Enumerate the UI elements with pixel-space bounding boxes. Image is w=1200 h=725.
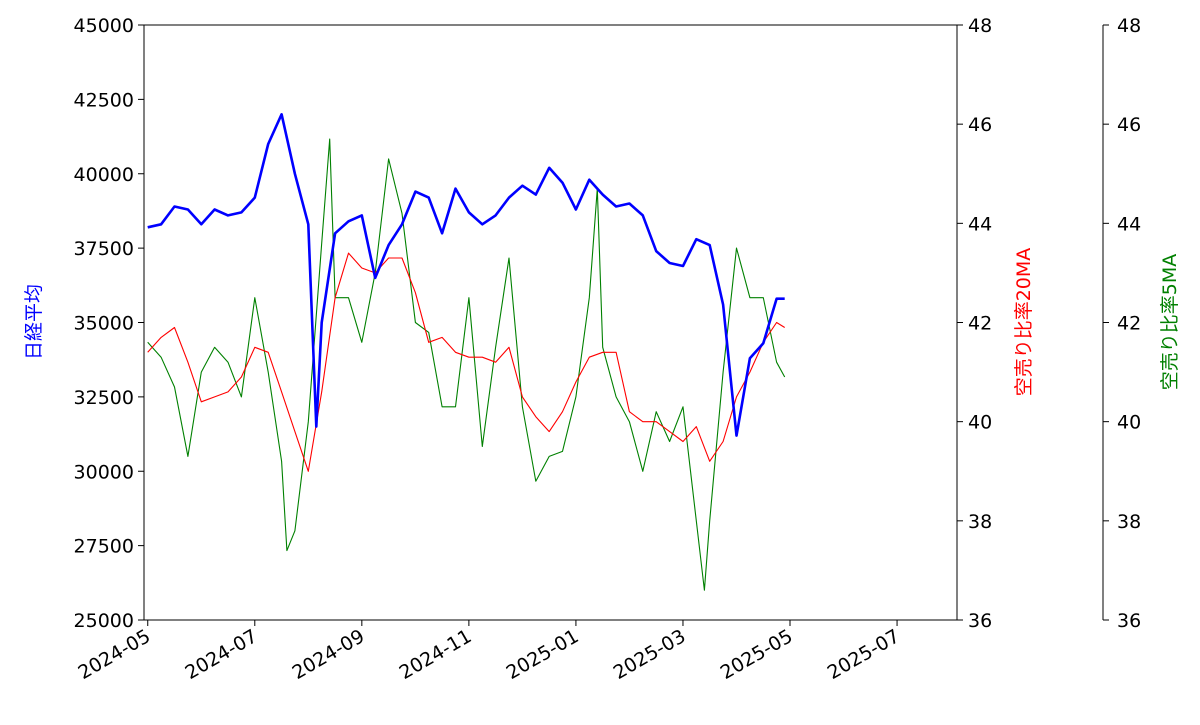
- x-tick-label: 2025-05: [717, 625, 797, 684]
- y-tick-label: 40000: [74, 164, 134, 186]
- y2-tick-label: 46: [968, 114, 992, 136]
- y2-tick-label: 36: [968, 610, 992, 632]
- y2-tick-label: 48: [968, 15, 992, 37]
- y-tick-label: 42500: [74, 89, 134, 111]
- x-tick-label: 2025-01: [503, 625, 583, 684]
- x-tick-label: 2024-05: [74, 625, 154, 684]
- series-line: [147, 138, 786, 591]
- y2-tick-label: 42: [968, 313, 992, 335]
- series-line: [147, 113, 785, 437]
- y3-tick-label: 44: [1117, 213, 1141, 235]
- y2-tick-label: 40: [968, 412, 992, 434]
- y3-axis-label: 空売り比率5MA: [1159, 254, 1181, 390]
- y-tick-label: 45000: [74, 15, 134, 37]
- y2-axis-label: 空売り比率20MA: [1013, 248, 1035, 397]
- y-tick-label: 32500: [74, 387, 134, 409]
- x-tick-label: 2025-03: [610, 625, 690, 684]
- y2-tick-label: 44: [968, 213, 992, 235]
- y-tick-label: 35000: [74, 313, 134, 335]
- x-tick-label: 2025-07: [824, 625, 904, 684]
- y3-tick-label: 48: [1117, 15, 1141, 37]
- x-tick-label: 2024-09: [289, 625, 369, 684]
- y2-tick-label: 38: [968, 511, 992, 533]
- y-tick-label: 30000: [74, 461, 134, 483]
- y3-tick-label: 36: [1117, 610, 1141, 632]
- y3-tick-label: 46: [1117, 114, 1141, 136]
- y3-tick-label: 38: [1117, 511, 1141, 533]
- y-tick-label: 37500: [74, 238, 134, 260]
- x-tick-label: 2024-11: [396, 625, 476, 684]
- y3-tick-label: 40: [1117, 412, 1141, 434]
- series-line: [147, 252, 785, 472]
- x-tick-label: 2024-07: [182, 625, 262, 684]
- y-axis-label: 日経平均: [23, 284, 45, 360]
- y-tick-label: 25000: [74, 610, 134, 632]
- y3-tick-label: 42: [1117, 313, 1141, 335]
- y-tick-label: 27500: [74, 536, 134, 558]
